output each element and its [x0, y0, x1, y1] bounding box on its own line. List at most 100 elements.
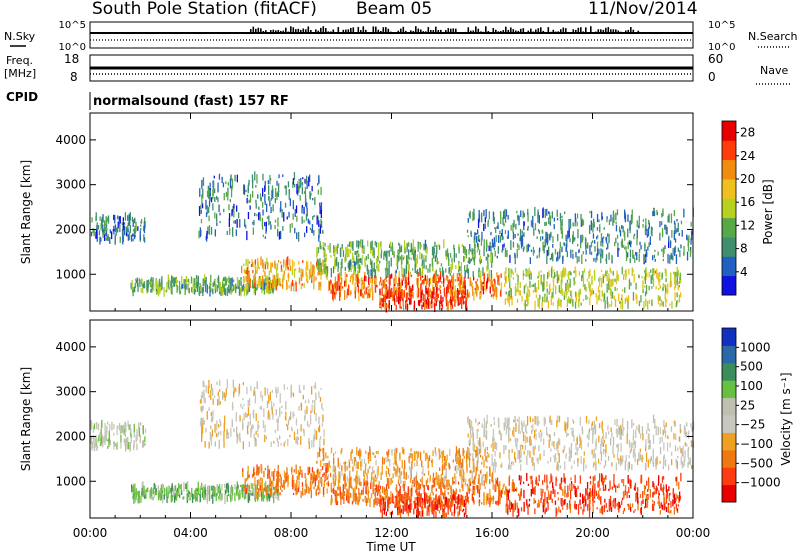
velocity-echo-cell	[642, 433, 644, 441]
velocity-echo-cell	[453, 481, 455, 484]
power-echo-cell	[417, 290, 419, 298]
velocity-echo-cell	[241, 484, 243, 495]
power-echo-cell	[364, 263, 366, 267]
power-echo-cell	[491, 252, 493, 263]
power-echo-cell	[96, 231, 98, 242]
nsky-spike	[285, 27, 287, 33]
power-echo-cell	[517, 233, 519, 236]
velocity-echo-cell	[652, 451, 654, 462]
power-echo-cell	[657, 273, 659, 280]
power-echo-cell	[643, 254, 645, 263]
velocity-echo-cell	[247, 421, 249, 428]
power-echo-cell	[643, 301, 645, 309]
velocity-echo-cell	[399, 485, 401, 495]
velocity-echo-cell	[492, 443, 494, 452]
power-echo-cell	[559, 299, 561, 307]
velocity-echo-cell	[355, 481, 358, 486]
velocity-echo-cell	[571, 430, 573, 436]
nsky-spike	[387, 28, 390, 33]
velocity-echo-cell	[592, 428, 594, 439]
velocity-echo-cell	[195, 493, 197, 502]
velocity-echo-cell	[585, 464, 587, 469]
power-echo-cell	[423, 258, 425, 269]
power-echo-cell	[460, 286, 462, 294]
power-echo-cell	[393, 278, 395, 288]
velocity-echo-cell	[412, 501, 415, 504]
power-echo-cell	[433, 247, 435, 254]
velocity-echo-cell	[505, 445, 507, 450]
velocity-echo-cell	[522, 431, 525, 442]
nsky-spike	[635, 32, 637, 33]
power-echo-cell	[95, 212, 97, 221]
velocity-echo-cell	[467, 485, 469, 492]
velocity-echo-cell	[337, 493, 340, 496]
velocity-echo-cell	[575, 442, 577, 450]
velocity-echo-cell	[284, 440, 286, 444]
velocity-echo-cell	[315, 430, 318, 440]
power-echo-cell	[194, 277, 196, 287]
power-echo-cell	[556, 270, 558, 277]
power-echo-cell	[302, 177, 304, 180]
power-echo-cell	[621, 289, 624, 292]
power-echo-cell	[252, 178, 254, 189]
power-echo-cell	[661, 228, 664, 238]
velocity-echo-cell	[171, 495, 173, 502]
velocity-echo-cell	[140, 495, 142, 503]
nsky-spike	[305, 29, 307, 33]
power-echo-cell	[179, 286, 181, 295]
power-echo-cell	[409, 249, 412, 253]
cpid-label: CPID	[6, 90, 38, 104]
power-echo-cell	[200, 286, 202, 291]
velocity-echo-cell	[232, 486, 234, 496]
velocity-echo-cell	[437, 482, 439, 486]
velocity-echo-cell	[295, 486, 297, 493]
power-echo-cell	[458, 269, 460, 273]
power-echo-cell	[171, 275, 173, 283]
velocity-echo-cell	[254, 493, 257, 502]
velocity-echo-cell	[308, 437, 310, 444]
noise-tick-top-right: 10^5	[708, 20, 735, 31]
velocity-echo-cell	[113, 432, 115, 436]
velocity-echo-cell	[410, 497, 412, 502]
power-echo-cell	[377, 255, 379, 259]
power-echo-cell	[506, 235, 509, 240]
power-echo-cell	[317, 271, 319, 276]
power-echo-cell	[599, 277, 601, 287]
power-echo-cell	[670, 272, 672, 282]
power-echo-cell	[474, 244, 476, 251]
power-echo-cell	[421, 255, 423, 259]
velocity-echo-cell	[144, 490, 146, 500]
power-echo-cell	[121, 222, 123, 225]
power-echo-cell	[562, 269, 564, 279]
power-echo-cell	[568, 228, 570, 238]
power-echo-cell	[537, 209, 539, 220]
power-echo-cell	[201, 194, 203, 204]
velocity-echo-cell	[100, 436, 103, 444]
velocity-echo-cell	[485, 420, 488, 429]
power-echo-cell	[254, 259, 257, 265]
velocity-echo-cell	[438, 510, 441, 514]
nsky-spike	[390, 31, 392, 33]
power-echo-cell	[389, 291, 392, 298]
power-echo-cell	[362, 254, 364, 258]
velocity-echo-cell	[506, 417, 508, 424]
power-echo-cell	[521, 234, 523, 242]
power-echo-cell	[494, 227, 496, 230]
power-echo-cell	[134, 282, 136, 289]
velocity-echo-cell	[347, 491, 349, 501]
power-echo-cell	[491, 273, 493, 284]
power-echo-cell	[255, 287, 257, 291]
power-echo-cell	[138, 278, 141, 281]
power-echo-cell	[311, 185, 313, 192]
power-echo-cell	[681, 230, 683, 237]
power-echo-cell	[387, 290, 389, 299]
power-echo-cell	[549, 215, 552, 223]
nsky-spike	[277, 29, 280, 33]
velocity-echo-cell	[395, 484, 398, 493]
power-echo-cell	[593, 222, 595, 228]
power-echo-cell	[676, 280, 678, 286]
velocity-echo-cell	[364, 480, 366, 486]
power-echo-cell	[669, 281, 671, 288]
power-echo-cell	[664, 268, 666, 273]
power-echo-cell	[514, 254, 516, 265]
